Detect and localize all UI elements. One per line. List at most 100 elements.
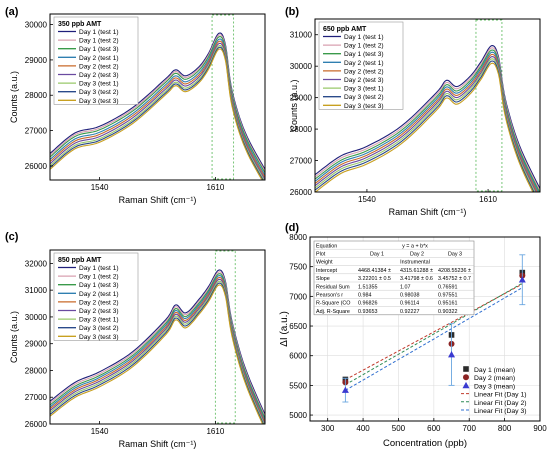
fit-table-cell: 0.97551 [438,293,458,299]
x-tick-label: 1610 [206,183,224,192]
legend-entry: Day 3 (test 1) [344,86,384,93]
x-axis-label: Raman Shift (cm⁻¹) [119,195,197,205]
x-tick-label: 1610 [479,195,497,204]
plot-frame [314,18,541,193]
fit-table-cell: Pearson's r [316,293,343,299]
y-tick-label: 7500 [289,263,307,272]
y-tick-label: 29000 [290,94,313,103]
legend-entry: Day 3 (test 1) [79,317,119,324]
y-tick-label: 6500 [289,322,307,331]
legend-entry: Day 3 (test 3) [79,98,119,105]
legend-entry: Day 2 (mean) [474,375,515,382]
plot-frame [49,13,266,181]
fit-table: Equation y = a + b*x Plot Day 1 Day 2 Day 3 We… [313,240,475,316]
legend-entry: Day 2 (test 3) [344,77,384,84]
legend-entry: Day 2 (test 2) [344,68,384,75]
legend-entry: Day 1 (test 1) [79,265,119,272]
legend-entry: Day 1 (test 2) [79,38,119,45]
fit-table-cell: Intercept [316,268,337,274]
fit-table-cell: 0.984 [358,293,372,299]
y-axis-label: Counts (a.u.) [9,71,19,123]
fit-table-cell: 4208.55236 ± [438,268,471,274]
panel-label: (b) [285,6,299,18]
y-tick-label: 31000 [290,31,313,40]
y-tick-label: 28000 [25,91,48,100]
data-point-triangle [448,351,456,358]
raman-panel-1: (a) 26000 27000 28000 29000 30000 1540 1610 Rama… [5,6,266,205]
fit-table-cell: 0.95161 [438,301,458,307]
fit-table-cell: Adj. R-Square [316,309,350,315]
y-tick-label: 29000 [25,56,48,65]
fit-line-2 [345,282,523,386]
fit-table-cell: 3.22201 ± 0.5 [358,276,391,282]
fit-table-cell: Day 3 [448,252,462,258]
panel-label: (c) [5,231,19,243]
panel-label: (a) [5,6,19,18]
fit-table-cell: Residual Sum [316,284,350,290]
x-axis-label: Raman Shift (cm⁻¹) [119,439,197,449]
y-tick-label: 30000 [25,21,48,30]
data-point-triangle [518,276,526,283]
y-axis-label: ΔI (a.u.) [279,311,290,347]
x-tick-label: 800 [498,424,512,433]
plot-frame [49,249,266,425]
legend-entry: Day 3 (test 1) [79,81,119,88]
fit-table-cell: 1.51355 [358,284,378,290]
fit-table-cell: 0.96826 [358,301,378,307]
fit-table-cell: Equation [316,243,337,249]
fit-table-cell: Weight [316,260,333,266]
raman-panel-2: (b) 26000 27000 28000 29000 30000 31000 1540 161… [285,6,541,217]
legend-entry: Day 3 (test 2) [79,89,119,96]
fit-table-cell: 3.45752 ± 0.7 [438,276,471,282]
y-tick-label: 27000 [290,157,313,166]
legend-entry: Linear Fit (Day 2) [474,400,527,407]
legend-entry: Day 3 (test 3) [79,334,119,341]
x-axis-label: Raman Shift (cm⁻¹) [389,207,467,217]
x-tick-label: 400 [356,424,370,433]
legend-entry: Linear Fit (Day 3) [474,408,527,415]
y-tick-label: 27000 [25,393,48,402]
legend-entry: Day 2 (test 3) [79,72,119,79]
spectra [50,32,265,180]
legend-entry: Day 1 (test 3) [344,51,384,58]
fit-table-cell: 4315.61288 ± [400,268,433,274]
x-tick-label: 900 [533,424,547,433]
fit-table-cell: 3.41798 ± 0.6 [400,276,433,282]
x-tick-label: 1610 [206,427,224,436]
y-axis-label: Counts (a.u.) [289,79,299,131]
fit-table-cell: R-Square (CO [316,301,350,307]
x-axis-label: Concentration (ppb) [383,438,467,449]
series-line-9 [50,48,263,180]
legend-entry: Day 3 (test 2) [79,325,119,332]
highlight-box [211,14,235,180]
series-line-9 [50,284,264,424]
fit-line-3 [345,287,523,391]
legend-entry: Day 1 (test 1) [79,29,119,36]
x-tick-label: 1540 [91,183,109,192]
legend-marker-triangle [462,381,470,389]
legend-entry: Day 1 (test 2) [79,274,119,281]
legend-entry: Day 2 (test 2) [79,299,119,306]
legend-entry: Day 2 (test 1) [344,60,384,67]
x-tick-label: 500 [392,424,406,433]
legend-entry: Linear Fit (Day 1) [474,392,527,399]
legend-marker-circle [463,374,469,381]
x-tick-label: 600 [427,424,441,433]
fit-table-cell: 0.96114 [400,301,419,307]
legend-title: 850 ppb AMT [58,257,102,264]
y-axis-label: Counts (a.u.) [9,311,19,363]
y-tick-label: 26000 [25,162,48,171]
fit-table-cell: 0.98038 [400,293,420,299]
panel-label: (d) [285,222,299,234]
fit-table-cell: y = a + b*x [402,243,428,249]
fit-table-cell: 0.90322 [438,309,458,315]
fit-table-frame [313,240,475,316]
data-point-triangle [341,386,349,393]
plot-frame [309,236,541,422]
y-tick-label: 26000 [290,188,313,197]
x-tick-label: 700 [463,424,477,433]
